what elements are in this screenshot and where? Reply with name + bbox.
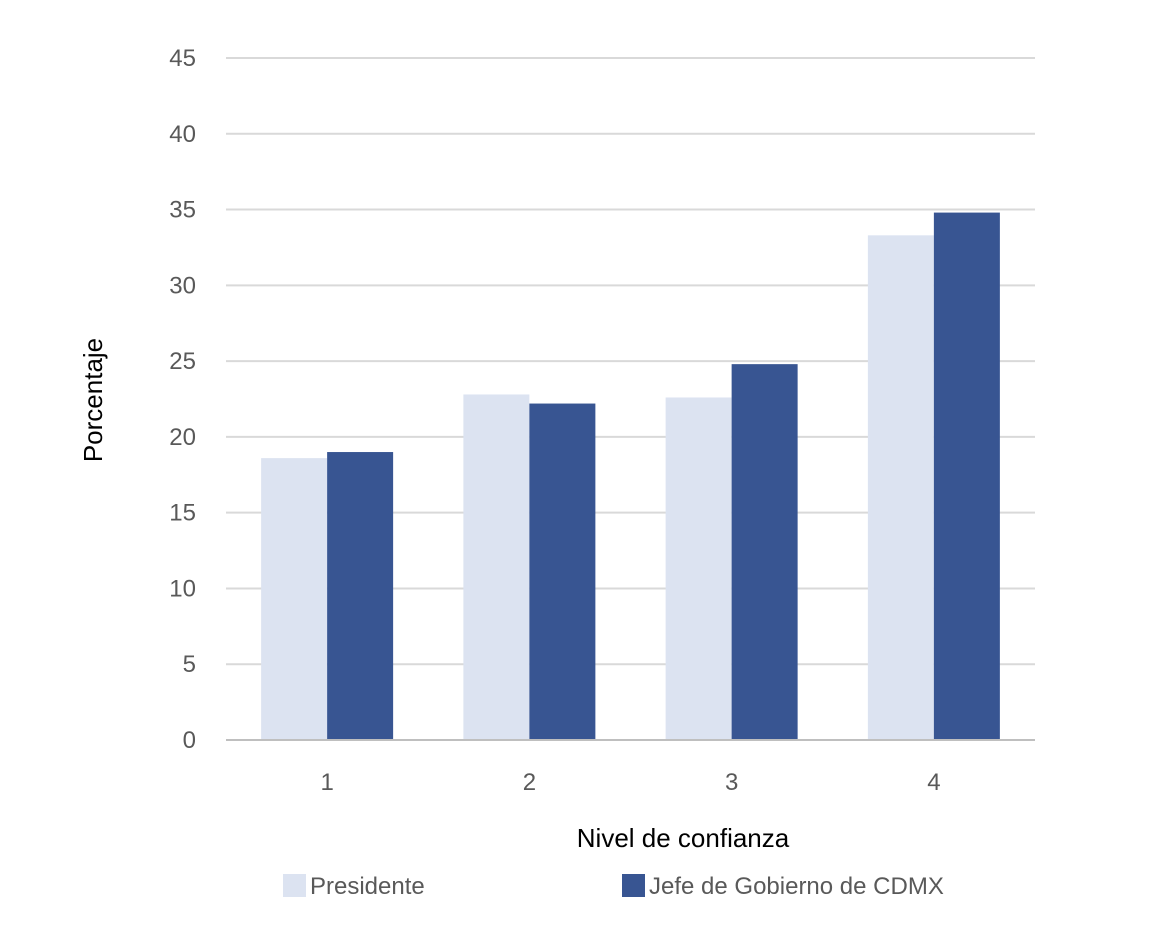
x-tick-label: 4 (927, 769, 940, 796)
bar-jefe-de-gobierno-3 (731, 364, 798, 740)
x-tick-label: 3 (725, 769, 738, 796)
bar-presidente-4 (867, 235, 934, 740)
y-tick-label: 0 (183, 727, 196, 754)
y-tick-label: 25 (169, 348, 196, 375)
bars (261, 212, 1000, 740)
legend-swatch (622, 874, 645, 897)
x-tick-label: 2 (523, 769, 536, 796)
x-axis-title: Nivel de confianza (577, 823, 790, 853)
y-axis-title: Porcentaje (78, 338, 108, 462)
bar-presidente-2 (463, 394, 530, 740)
y-tick-labels: 0 5 10 15 20 25 30 35 40 45 (169, 45, 196, 754)
bar-presidente-1 (261, 458, 328, 740)
y-tick-label: 10 (169, 575, 196, 602)
y-tick-label: 5 (183, 651, 196, 678)
y-tick-label: 30 (169, 272, 196, 299)
bar-jefe-de-gobierno-4 (933, 212, 1000, 740)
y-tick-label: 35 (169, 197, 196, 224)
legend-label: Presidente (310, 873, 425, 900)
legend: Presidente Jefe de Gobierno de CDMX (283, 873, 944, 900)
bar-presidente-3 (665, 397, 732, 740)
legend-label: Jefe de Gobierno de CDMX (649, 873, 944, 900)
bar-jefe-de-gobierno-1 (327, 452, 394, 740)
x-tick-label: 1 (320, 769, 333, 796)
y-tick-label: 15 (169, 500, 196, 527)
y-tick-label: 45 (169, 45, 196, 72)
legend-swatch (283, 874, 306, 897)
y-tick-label: 40 (169, 121, 196, 148)
y-tick-label: 20 (169, 424, 196, 451)
x-tick-labels: 1 2 3 4 (320, 769, 940, 796)
bar-jefe-de-gobierno-2 (529, 403, 596, 740)
